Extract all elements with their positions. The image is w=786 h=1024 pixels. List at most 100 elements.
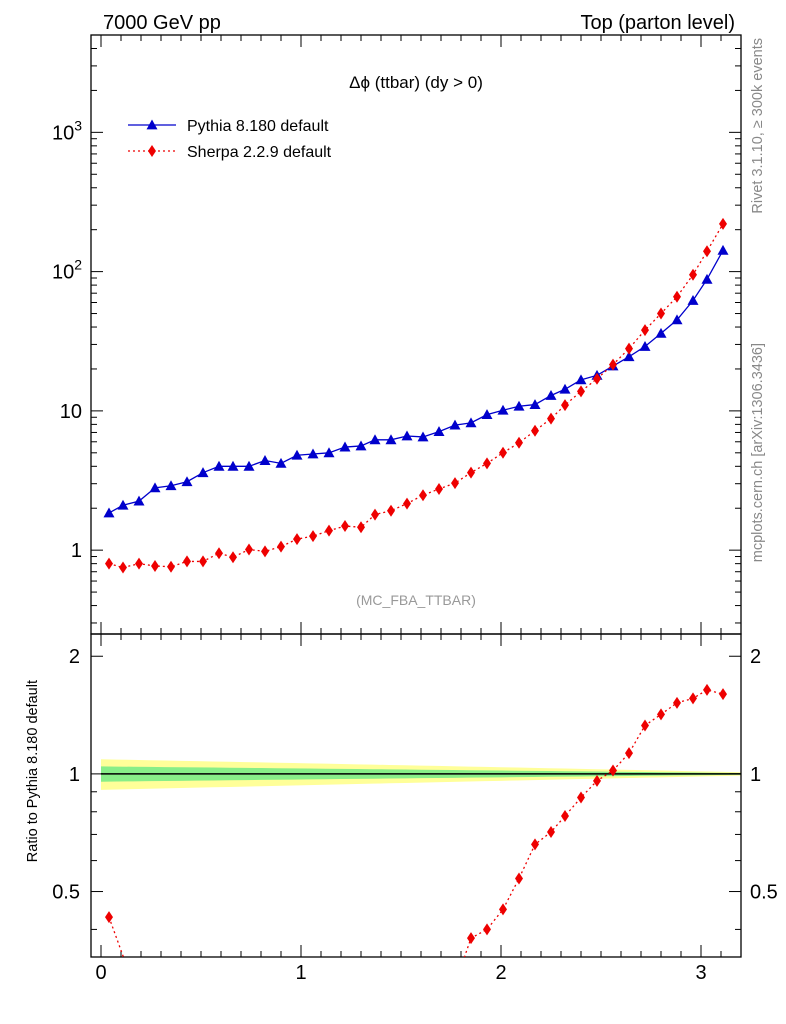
pythia-point — [671, 314, 683, 325]
pythia-point — [529, 399, 541, 409]
beam-energy-label: 7000 GeV pp — [103, 12, 221, 34]
y-tick-label: 2 — [69, 646, 80, 668]
rivet-version-label: Rivet 3.1.10, ≥ 300k events — [750, 38, 766, 214]
sherpa-ratio-point — [577, 791, 585, 804]
pythia-point — [687, 295, 699, 305]
sherpa-point — [357, 521, 365, 534]
pythia-point — [417, 431, 429, 442]
sherpa-point — [483, 457, 491, 470]
sherpa-point — [135, 557, 143, 570]
pythia-point — [197, 467, 209, 478]
sherpa-ratio-point — [609, 764, 617, 777]
sherpa-point — [609, 358, 617, 371]
sherpa-point — [277, 540, 285, 553]
pythia-point — [369, 434, 381, 445]
sherpa-point — [199, 555, 207, 568]
sherpa-ratio-point — [689, 692, 697, 705]
pythia-point — [339, 441, 351, 452]
sherpa-point — [167, 560, 175, 573]
legend-sherpa-label: Sherpa 2.2.9 default — [187, 144, 332, 161]
pythia-point — [323, 447, 335, 458]
sherpa-point — [183, 555, 191, 568]
legend-pythia-marker — [146, 119, 158, 130]
y-tick-label: 1 — [69, 764, 80, 786]
pythia-point — [481, 409, 493, 420]
y-tick-label: 102 — [52, 257, 82, 284]
sherpa-ratio-point — [657, 708, 665, 721]
y-tick-label-right: 1 — [750, 764, 761, 786]
sherpa-ratio-point — [673, 696, 681, 709]
sherpa-point — [419, 489, 427, 502]
pythia-point — [433, 426, 445, 436]
plot-frame — [90, 633, 742, 958]
pythia-point — [449, 419, 461, 430]
sherpa-ratio-point — [561, 810, 569, 823]
pythia-point — [259, 455, 271, 465]
pythia-point — [701, 273, 713, 284]
sherpa-point — [261, 545, 269, 558]
sherpa-ratio-point — [483, 923, 491, 936]
sherpa-point — [105, 557, 113, 570]
y-tick-label: 10 — [60, 401, 82, 423]
sherpa-point — [499, 446, 507, 459]
pythia-point — [513, 400, 525, 411]
sherpa-point — [387, 504, 395, 517]
pythia-point — [243, 460, 255, 471]
sherpa-point — [293, 533, 301, 546]
sherpa-point — [229, 551, 237, 564]
sherpa-ratio-point — [625, 747, 633, 760]
pythia-point — [355, 440, 367, 451]
sherpa-point — [325, 524, 333, 537]
sherpa-ratio-point — [703, 683, 711, 696]
sherpa-point — [245, 543, 253, 556]
pythia-point — [103, 507, 115, 518]
sherpa-ratio-point — [547, 826, 555, 839]
sherpa-line — [108, 223, 724, 569]
pythia-point — [149, 482, 161, 493]
sherpa-ratio-point — [531, 838, 539, 851]
sherpa-point — [341, 520, 349, 533]
pythia-line — [108, 250, 724, 514]
y-tick-label: 0.5 — [52, 882, 80, 904]
sherpa-point — [689, 268, 697, 281]
sherpa-point — [657, 307, 665, 320]
pythia-point — [117, 499, 129, 510]
sherpa-point — [703, 245, 711, 258]
y-tick-label: 1 — [71, 540, 82, 562]
sherpa-point — [625, 342, 633, 355]
pythia-point — [497, 404, 509, 415]
sherpa-point — [515, 436, 523, 449]
chart-title: Δϕ (ttbar) (dy > 0) — [349, 73, 483, 92]
pythia-point — [165, 480, 177, 491]
sherpa-ratio-point — [105, 911, 113, 924]
sherpa-point — [309, 530, 317, 543]
sherpa-ratio-line — [463, 689, 724, 957]
x-tick-label: 0 — [95, 962, 106, 984]
legend-sherpa-marker — [148, 145, 156, 157]
x-tick-label: 2 — [495, 962, 506, 984]
sherpa-point — [577, 385, 585, 398]
sherpa-point — [719, 217, 727, 230]
sherpa-point — [593, 372, 601, 385]
sherpa-point — [673, 290, 681, 303]
pythia-point — [655, 327, 667, 338]
pythia-point — [213, 460, 225, 471]
sherpa-point — [641, 324, 649, 337]
pythia-point — [623, 351, 635, 362]
sherpa-ratio-point — [515, 872, 523, 885]
pythia-point — [575, 374, 587, 385]
x-tick-label: 3 — [695, 962, 706, 984]
sherpa-point — [403, 497, 411, 510]
y-tick-label: 103 — [52, 117, 82, 144]
pythia-point — [639, 340, 651, 351]
pythia-point — [133, 495, 145, 506]
ratio-series-group — [105, 683, 727, 957]
sherpa-point — [561, 399, 569, 412]
sherpa-point — [151, 559, 159, 572]
pythia-point — [227, 460, 239, 471]
y-tick-label-right: 0.5 — [750, 882, 778, 904]
pythia-point — [307, 448, 319, 459]
sherpa-ratio-point — [593, 774, 601, 787]
sherpa-ratio-point — [499, 903, 507, 916]
